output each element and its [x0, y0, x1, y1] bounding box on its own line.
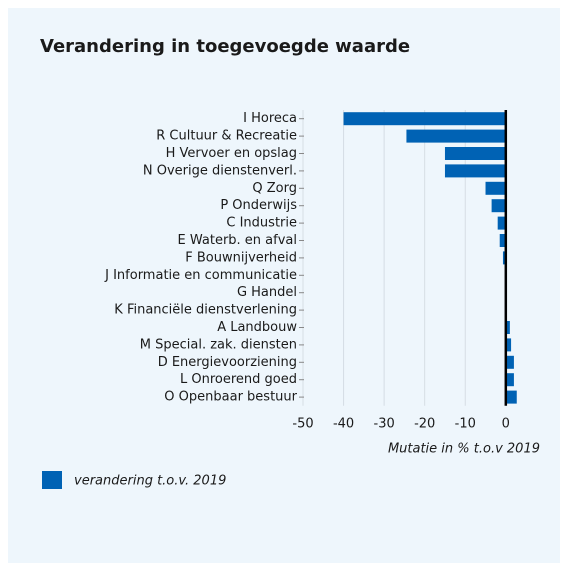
y-tick-label: O Openbaar bestuur [164, 390, 297, 405]
y-tick-label: A Landbouw [217, 320, 297, 335]
y-tick-label: Q Zorg [252, 181, 297, 196]
bar [485, 181, 506, 195]
bar [505, 338, 512, 352]
y-tick-label: E Waterb. en afval [178, 233, 297, 248]
y-tick-label: J Informatie en communicatie [104, 268, 297, 283]
y-tick-label: L Onroerend goed [180, 372, 297, 387]
bar [343, 112, 506, 126]
x-tick-label: -50 [292, 417, 313, 432]
y-tick-label: P Onderwijs [220, 198, 297, 213]
y-tick-label: I Horeca [243, 111, 297, 126]
bar [505, 373, 514, 387]
chart-title: Verandering in toegevoegde waarde [40, 36, 410, 57]
x-axis-label: Mutatie in % t.o.v 2019 [388, 442, 540, 457]
y-tick-label: F Bouwnijverheid [185, 250, 297, 265]
y-tick-label: C Industrie [226, 216, 297, 231]
y-tick-label: M Special. zak. diensten [140, 337, 297, 352]
y-tick-label: G Handel [237, 285, 297, 300]
y-tick-label: K Financiële dienstverlening [114, 303, 297, 318]
y-tick-label: N Overige dienstenverl. [143, 163, 297, 178]
y-tick-label: R Cultuur & Recreatie [156, 129, 297, 144]
bar [444, 147, 506, 160]
bar [505, 355, 514, 369]
legend-swatch [42, 471, 62, 489]
bar [444, 164, 506, 178]
bar [497, 216, 506, 230]
y-tick-label: H Vervoer en opslag [166, 146, 297, 161]
background [8, 8, 560, 563]
bar [406, 129, 506, 143]
bar [491, 199, 506, 213]
x-tick-label: 0 [502, 417, 510, 432]
bar [499, 234, 506, 247]
bar [505, 321, 510, 334]
y-tick-label: D Energievoorziening [158, 355, 297, 370]
bar [505, 390, 517, 404]
legend-label: verandering t.o.v. 2019 [74, 474, 226, 489]
x-tick-label: -30 [374, 417, 395, 432]
x-tick-label: -20 [414, 417, 435, 432]
bar [502, 251, 506, 265]
x-tick-label: -10 [455, 417, 476, 432]
x-tick-label: -40 [333, 417, 354, 432]
